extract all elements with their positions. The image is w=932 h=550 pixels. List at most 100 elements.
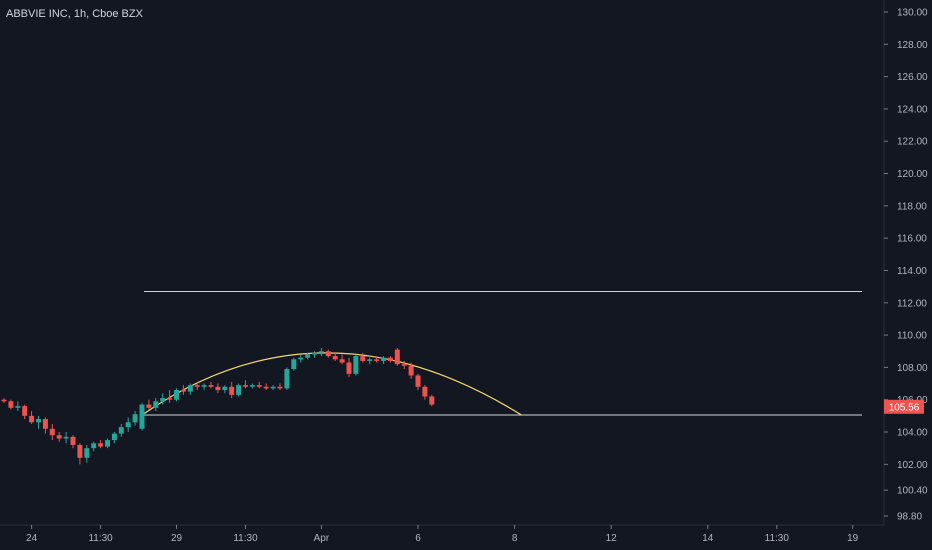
candle-body <box>215 386 221 390</box>
candle-body <box>56 435 62 439</box>
candle <box>49 423 55 441</box>
candle-body <box>305 354 311 358</box>
time-tick-label: 11:30 <box>233 533 258 544</box>
candle-body <box>256 385 262 387</box>
candle-body <box>408 365 414 376</box>
last-price-label: 105.56 <box>889 402 920 413</box>
time-tick-label: 8 <box>512 533 518 544</box>
candle <box>180 385 186 395</box>
candle-body <box>422 386 428 397</box>
candle <box>91 441 97 452</box>
candle-body <box>42 419 48 429</box>
candle <box>256 381 262 389</box>
price-tick-label: 118.00 <box>897 201 927 212</box>
candle <box>29 411 35 424</box>
candle-body <box>167 398 173 400</box>
candle-body <box>374 359 380 361</box>
candle <box>305 352 311 360</box>
candle-body <box>236 385 242 395</box>
candle-body <box>146 404 152 408</box>
candle <box>187 383 193 395</box>
candle-body <box>1 399 7 402</box>
candle <box>284 367 290 390</box>
candle <box>111 432 117 444</box>
candle-body <box>387 357 393 361</box>
candle-body <box>325 351 331 357</box>
price-tick-label: 122.00 <box>897 137 928 148</box>
candle <box>132 411 138 426</box>
candle-body <box>22 406 28 416</box>
price-tick-label: 116.00 <box>897 234 927 245</box>
candle-body <box>91 443 97 449</box>
candle <box>208 381 214 389</box>
price-tick-label: 104.00 <box>897 428 928 439</box>
candle-body <box>84 448 90 458</box>
candle-body <box>277 386 283 389</box>
price-tick-label: 120.00 <box>897 169 928 180</box>
candle <box>429 394 435 407</box>
candle-body <box>63 436 69 439</box>
candle <box>229 381 235 399</box>
candle-body <box>29 415 35 423</box>
candle-body <box>187 385 193 392</box>
candle <box>160 393 166 405</box>
candle <box>174 388 179 402</box>
price-tick-label: 100.40 <box>897 486 928 497</box>
candle-body <box>229 386 235 395</box>
candle-body <box>367 359 373 361</box>
candle <box>15 401 21 411</box>
price-tick-label: 98.80 <box>897 512 922 523</box>
price-tick-label: 124.00 <box>897 104 928 115</box>
candle <box>42 417 48 434</box>
candle-body <box>174 390 179 400</box>
candle <box>374 356 380 363</box>
price-tick-label: 128.00 <box>897 40 928 51</box>
candle <box>339 354 345 365</box>
candle-body <box>394 349 400 365</box>
candle-body <box>263 386 269 389</box>
candle <box>353 354 359 376</box>
candle <box>298 354 304 363</box>
time-tick-label: 11:30 <box>88 533 113 544</box>
candle <box>381 356 386 365</box>
candle-body <box>332 356 338 360</box>
candle-body <box>118 427 124 434</box>
time-tick-label: 29 <box>171 533 183 544</box>
candle <box>312 351 317 358</box>
candles-layer <box>1 348 435 465</box>
candle <box>153 398 159 411</box>
last-price-tag: 105.56 <box>884 399 924 414</box>
candle <box>139 402 145 431</box>
candle <box>36 415 41 429</box>
price-tick-label: 130.00 <box>897 8 928 19</box>
candle-body <box>70 436 76 445</box>
candle-body <box>339 359 345 363</box>
candle-body <box>105 440 110 447</box>
candle <box>415 373 421 390</box>
candle-body <box>139 404 145 429</box>
time-tick-label: 6 <box>415 533 421 544</box>
candle-body <box>312 352 317 355</box>
candle-body <box>201 385 207 387</box>
price-tick-label: 114.00 <box>897 266 927 277</box>
candle <box>367 357 373 365</box>
candle <box>277 383 283 390</box>
candle-body <box>8 401 14 408</box>
candle <box>422 385 428 400</box>
time-tick-label: Apr <box>314 533 330 544</box>
candle <box>325 349 331 358</box>
candle-body <box>15 406 21 408</box>
candle <box>270 385 276 390</box>
time-tick-label: 19 <box>847 533 859 544</box>
candle <box>1 398 7 403</box>
candle-body <box>291 359 297 369</box>
candle-body <box>125 422 131 428</box>
candle-body <box>49 428 55 436</box>
candle <box>77 443 83 465</box>
price-tick-label: 110.00 <box>897 331 927 342</box>
candle <box>118 423 124 437</box>
candle <box>243 380 248 389</box>
candle-body <box>429 396 435 405</box>
